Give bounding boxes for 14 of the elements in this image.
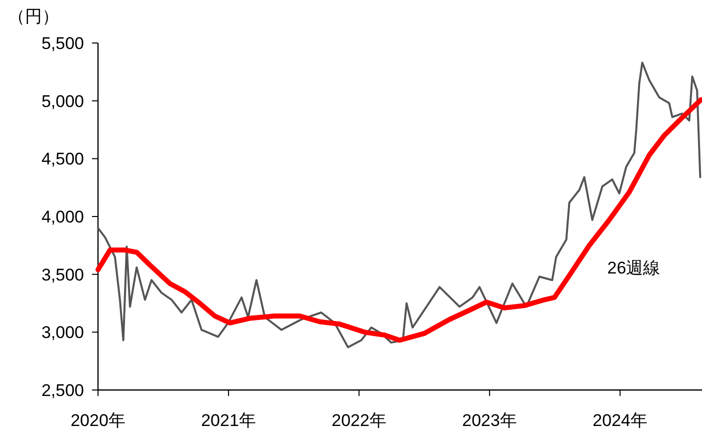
y-axis-title: （円） xyxy=(8,7,59,26)
y-tick-label: 3,500 xyxy=(41,265,84,284)
y-tick-label: 3,000 xyxy=(41,323,84,342)
x-tick-label: 2020年 xyxy=(70,411,126,430)
x-tick-label: 2023年 xyxy=(462,411,517,430)
y-tick-label: 5,500 xyxy=(41,34,84,53)
x-tick-label: 2022年 xyxy=(332,411,386,430)
y-tick-label: 5,000 xyxy=(41,92,84,111)
series-label: 26週線 xyxy=(607,258,660,278)
x-tick-label: 2024年 xyxy=(592,411,648,430)
y-tick-label: 4,500 xyxy=(41,150,84,169)
y-tick-label: 2,500 xyxy=(41,380,84,400)
x-tick-label: 2021年 xyxy=(201,411,256,430)
y-tick-label: 4,000 xyxy=(41,207,84,226)
